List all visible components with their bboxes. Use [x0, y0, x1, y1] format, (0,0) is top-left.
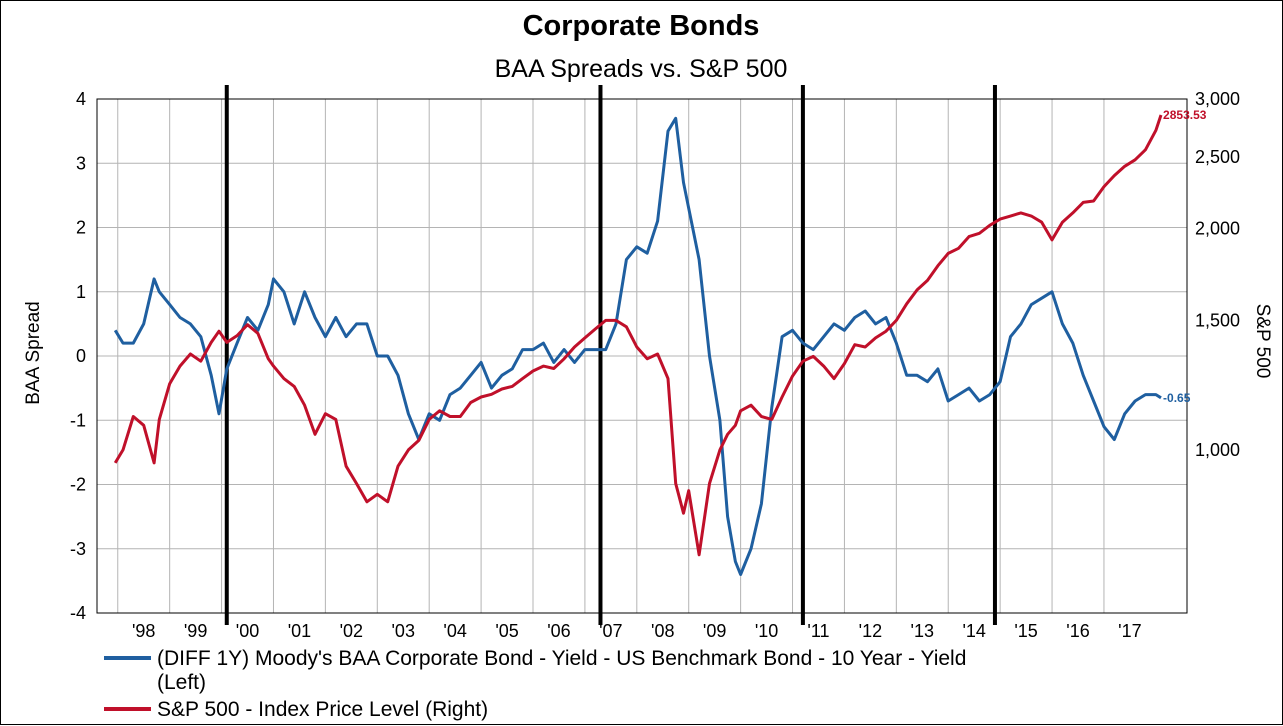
right-tick-label: 1,000 — [1195, 440, 1240, 460]
left-tick-label: 2 — [76, 218, 86, 238]
legend-label-line: (Left) — [157, 671, 206, 694]
right-tick-label: 2,000 — [1195, 218, 1240, 238]
x-tick-label: '03 — [392, 621, 415, 641]
legend-label-baa: (DIFF 1Y) Moody's BAA Corporate Bond - Y… — [157, 647, 966, 694]
x-tick-label: '05 — [495, 621, 518, 641]
right-axis-ticks: 3,000 2,500 2,000 1,500 1,000 — [1195, 89, 1240, 460]
left-axis-ticks: 4 3 2 1 0 -1 -2 -3 -4 — [70, 89, 86, 623]
x-tick-label: '08 — [651, 621, 674, 641]
x-tick-label: '15 — [1014, 621, 1037, 641]
chart-title: Corporate Bonds — [523, 10, 760, 42]
right-axis-label: S&P 500 — [1252, 304, 1273, 379]
x-tick-label: '00 — [236, 621, 259, 641]
left-tick-label: -4 — [70, 603, 86, 623]
x-tick-label: '16 — [1066, 621, 1089, 641]
x-tick-label: '12 — [859, 621, 882, 641]
x-tick-label: '14 — [962, 621, 985, 641]
x-tick-label: '99 — [184, 621, 207, 641]
baa-spread-line — [113, 116, 1162, 576]
sp500-line — [113, 114, 1163, 557]
left-tick-label: -1 — [70, 410, 86, 430]
left-tick-label: -2 — [70, 475, 86, 495]
left-tick-label: 4 — [76, 89, 86, 109]
vertical-markers — [224, 85, 997, 625]
left-tick-label: -3 — [70, 539, 86, 559]
left-tick-label: 1 — [76, 282, 86, 302]
right-tick-label: 2,500 — [1195, 147, 1240, 167]
plot-area — [96, 98, 1188, 614]
legend: (DIFF 1Y) Moody's BAA Corporate Bond - Y… — [104, 647, 966, 721]
sp500-end-value-label: 2853.53 — [1163, 108, 1207, 122]
x-tick-label: '98 — [132, 621, 155, 641]
end-labels: -0.65 2853.53 — [1163, 108, 1207, 405]
x-tick-label: '01 — [288, 621, 311, 641]
x-tick-label: '04 — [443, 621, 466, 641]
gridlines — [97, 98, 1187, 614]
right-tick-label: 3,000 — [1195, 89, 1240, 109]
x-tick-label: '02 — [340, 621, 363, 641]
baa-end-value-label: -0.65 — [1163, 391, 1191, 405]
left-tick-label: 0 — [76, 346, 86, 366]
x-tick-label: '07 — [599, 621, 622, 641]
x-tick-label: '13 — [911, 621, 934, 641]
left-tick-label: 3 — [76, 153, 86, 173]
x-axis-ticks: '98 '99 '00 '01 '02 '03 '04 '05 '06 '07 '08 '09 '10 '… — [132, 621, 1142, 641]
series-lines — [113, 114, 1163, 576]
x-tick-label: '10 — [755, 621, 778, 641]
legend-label-line: (DIFF 1Y) Moody's BAA Corporate Bond - Y… — [157, 647, 966, 670]
x-tick-label: '09 — [703, 621, 726, 641]
chart-subtitle: BAA Spreads vs. S&P 500 — [495, 55, 788, 83]
x-tick-label: '11 — [807, 621, 829, 641]
left-axis-label: BAA Spread — [23, 301, 44, 405]
x-tick-label: '17 — [1118, 621, 1141, 641]
right-tick-label: 1,500 — [1195, 310, 1240, 330]
legend-label-sp500: S&P 500 - Index Price Level (Right) — [157, 698, 488, 721]
x-tick-label: '06 — [547, 621, 570, 641]
